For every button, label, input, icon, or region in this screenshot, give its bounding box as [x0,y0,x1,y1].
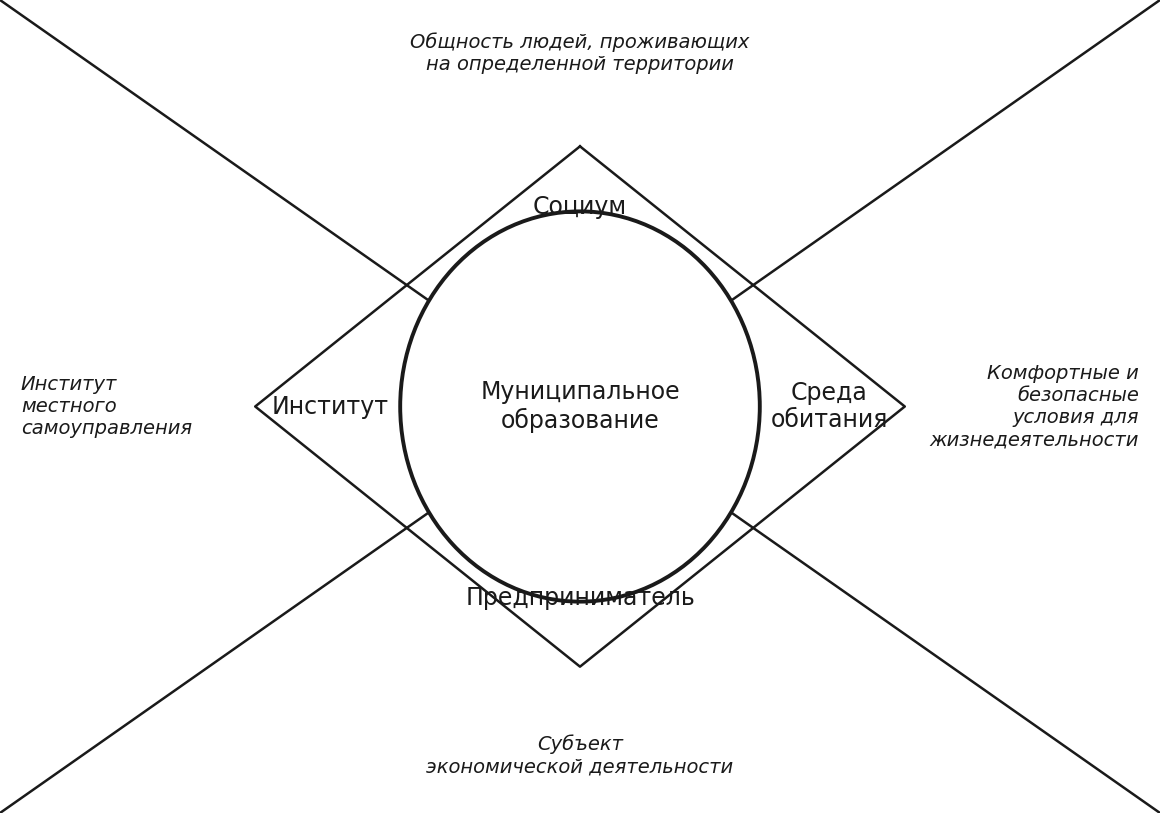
Text: Предприниматель: Предприниматель [465,585,695,610]
Text: Институт: Институт [273,394,389,419]
Ellipse shape [400,211,760,602]
Text: Общность людей, проживающих
на определенной территории: Общность людей, проживающих на определен… [411,33,749,74]
Text: Муниципальное
образование: Муниципальное образование [480,380,680,433]
Text: Комфортные и
безопасные
условия для
жизнедеятельности: Комфортные и безопасные условия для жизн… [930,364,1139,449]
Text: Социум: Социум [532,195,628,220]
Text: Субъект
экономической деятельности: Субъект экономической деятельности [427,735,733,776]
Text: Среда
обитания: Среда обитания [770,380,889,433]
Text: Институт
местного
самоуправления: Институт местного самоуправления [21,375,193,438]
